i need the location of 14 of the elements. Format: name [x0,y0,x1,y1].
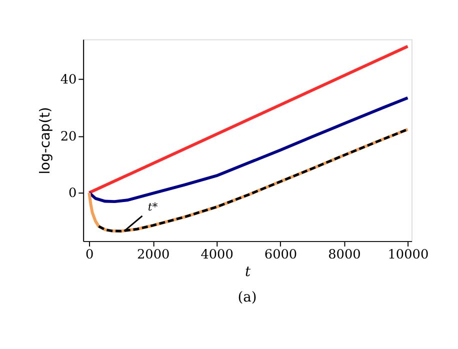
x-tick-label: 4000 [200,247,234,262]
x-tick-label: 6000 [264,247,298,262]
y-tick-label: 0 [68,186,77,202]
x-axis-title: t [245,264,252,280]
x-tick-label: 2000 [137,247,170,262]
x-tick-label: 8000 [328,247,361,262]
x-tick-label: 0 [86,247,94,262]
y-axis-title: log-cap(t) [37,107,54,174]
y-tick-label: 40 [60,72,77,88]
annotation: t* [148,200,158,214]
y-tick-label: 20 [60,129,77,144]
x-tick-label: 10000 [388,247,429,262]
text: (a) [238,289,257,306]
line-series [88,96,410,204]
